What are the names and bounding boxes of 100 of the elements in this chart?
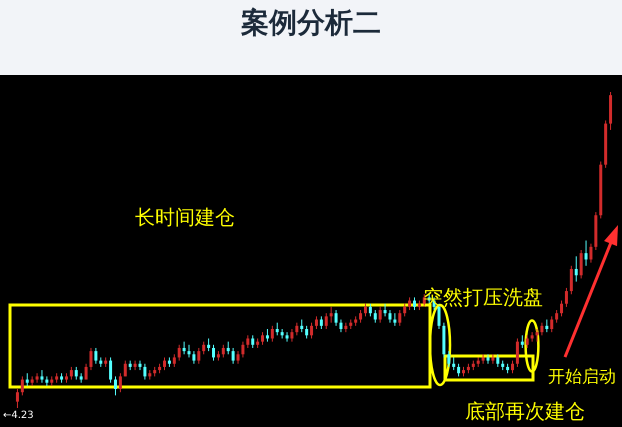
candlestick	[550, 316, 554, 333]
candlestick	[540, 322, 544, 336]
candlestick	[378, 306, 382, 324]
candlestick	[501, 360, 504, 371]
candlestick	[251, 334, 254, 348]
candlestick	[94, 347, 98, 364]
candlestick	[192, 350, 196, 364]
candlestick	[506, 363, 510, 374]
candlestick	[555, 310, 558, 324]
candlestick	[520, 334, 524, 348]
candlestick	[168, 356, 171, 368]
candlestick	[256, 338, 260, 348]
candlestick	[300, 319, 304, 333]
annotation: 开始启动	[548, 367, 616, 387]
candlestick	[45, 376, 48, 386]
candlestick	[261, 332, 264, 346]
candlestick	[55, 372, 58, 384]
candlestick	[50, 376, 54, 386]
candlestick	[418, 300, 421, 311]
candlestick	[482, 354, 485, 364]
candlestick	[182, 341, 186, 355]
candlestick	[104, 356, 108, 368]
candlestick	[128, 360, 132, 371]
candlestick	[286, 332, 289, 342]
candlestick	[580, 250, 583, 279]
candlestick	[280, 328, 284, 339]
candlestick	[574, 256, 578, 282]
candlestick	[388, 310, 392, 324]
candlestick	[118, 372, 122, 393]
candlestick	[163, 356, 166, 371]
candlestick	[99, 356, 102, 368]
candlestick	[530, 332, 534, 342]
candlestick	[462, 366, 465, 377]
candlestick	[412, 296, 416, 311]
candlestick	[491, 354, 494, 364]
candlestick	[290, 328, 294, 342]
candlestick	[330, 306, 333, 324]
candlestick	[226, 341, 230, 355]
candlestick	[60, 372, 64, 384]
candlestick	[207, 338, 210, 352]
candlestick	[305, 325, 308, 339]
candlestick	[466, 363, 470, 374]
candlestick	[511, 360, 514, 374]
candlestick	[197, 347, 200, 364]
candlestick	[241, 341, 244, 358]
candlestick	[70, 366, 73, 380]
candlestick	[368, 303, 372, 317]
candlestick	[30, 376, 34, 386]
candlestick	[212, 344, 216, 362]
candlestick	[26, 372, 29, 386]
candlestick	[202, 341, 206, 355]
candlestick	[354, 316, 358, 326]
candlestick	[216, 350, 220, 362]
candlestick	[20, 376, 24, 396]
candlestick	[408, 296, 412, 311]
candlestick	[80, 372, 83, 384]
candlestick	[276, 322, 279, 336]
candlestick	[545, 319, 548, 333]
candlestick	[114, 376, 117, 396]
annotation: 底部再次建仓	[465, 399, 585, 423]
candlestick	[516, 338, 519, 368]
candlestick	[536, 328, 539, 342]
candlestick	[344, 322, 348, 333]
chart-title: 案例分析二	[240, 6, 381, 39]
candlestick	[447, 350, 450, 368]
candlestick	[178, 344, 181, 362]
candlestick	[452, 356, 456, 371]
candlestick	[148, 370, 152, 380]
candlestick	[124, 360, 127, 377]
candlestick	[158, 363, 162, 374]
candlestick	[232, 347, 235, 364]
candlestick	[496, 354, 500, 368]
candlestick	[560, 300, 564, 317]
candlestick	[266, 328, 269, 342]
candlestick	[486, 354, 490, 364]
candlestick	[472, 360, 475, 371]
candlestick	[349, 319, 352, 330]
candlestick	[310, 322, 314, 339]
candlestick	[339, 319, 342, 333]
candlestick	[457, 363, 460, 377]
candlestick	[188, 344, 191, 358]
candlestick	[84, 363, 88, 380]
candlestick	[589, 243, 592, 264]
candlestick	[222, 344, 225, 358]
candlestick	[236, 350, 240, 364]
candlestick	[359, 310, 362, 324]
candlestick	[384, 303, 387, 317]
candlestick	[153, 366, 156, 377]
candlestick	[138, 360, 142, 371]
candlestick	[270, 325, 274, 342]
candlestick	[320, 316, 323, 330]
candlestick	[246, 334, 250, 348]
candlestick	[143, 363, 146, 380]
candlestick	[564, 287, 568, 308]
candlestick	[476, 356, 480, 368]
candlestick	[89, 347, 92, 371]
annotation: 长时间建仓	[135, 205, 235, 229]
candlestick	[324, 312, 328, 330]
candlestick	[584, 240, 588, 266]
candlestick	[314, 316, 318, 330]
